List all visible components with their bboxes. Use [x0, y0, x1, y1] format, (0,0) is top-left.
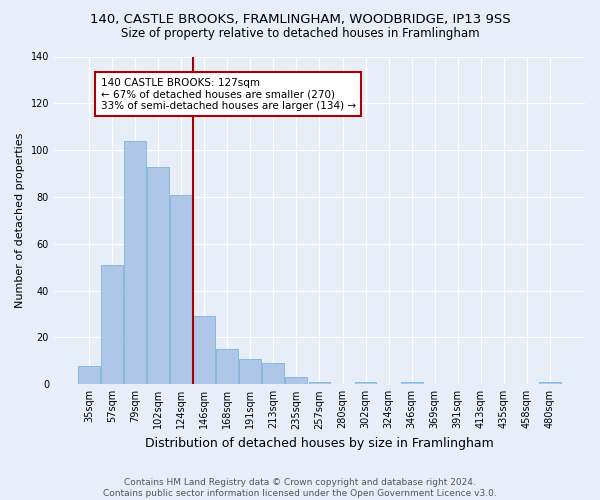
Bar: [239, 358, 261, 384]
Bar: [193, 316, 215, 384]
Bar: [308, 382, 331, 384]
Text: Contains HM Land Registry data © Crown copyright and database right 2024.
Contai: Contains HM Land Registry data © Crown c…: [103, 478, 497, 498]
Bar: [217, 349, 238, 384]
Y-axis label: Number of detached properties: Number of detached properties: [15, 132, 25, 308]
Bar: [401, 382, 422, 384]
Bar: [539, 382, 561, 384]
Text: 140 CASTLE BROOKS: 127sqm
← 67% of detached houses are smaller (270)
33% of semi: 140 CASTLE BROOKS: 127sqm ← 67% of detac…: [101, 78, 356, 111]
Bar: [286, 378, 307, 384]
Bar: [147, 166, 169, 384]
Bar: [101, 265, 123, 384]
Text: Size of property relative to detached houses in Framlingham: Size of property relative to detached ho…: [121, 28, 479, 40]
Bar: [262, 363, 284, 384]
X-axis label: Distribution of detached houses by size in Framlingham: Distribution of detached houses by size …: [145, 437, 494, 450]
Bar: [170, 194, 192, 384]
Bar: [355, 382, 376, 384]
Bar: [124, 141, 146, 384]
Text: 140, CASTLE BROOKS, FRAMLINGHAM, WOODBRIDGE, IP13 9SS: 140, CASTLE BROOKS, FRAMLINGHAM, WOODBRI…: [89, 12, 511, 26]
Bar: [78, 366, 100, 384]
